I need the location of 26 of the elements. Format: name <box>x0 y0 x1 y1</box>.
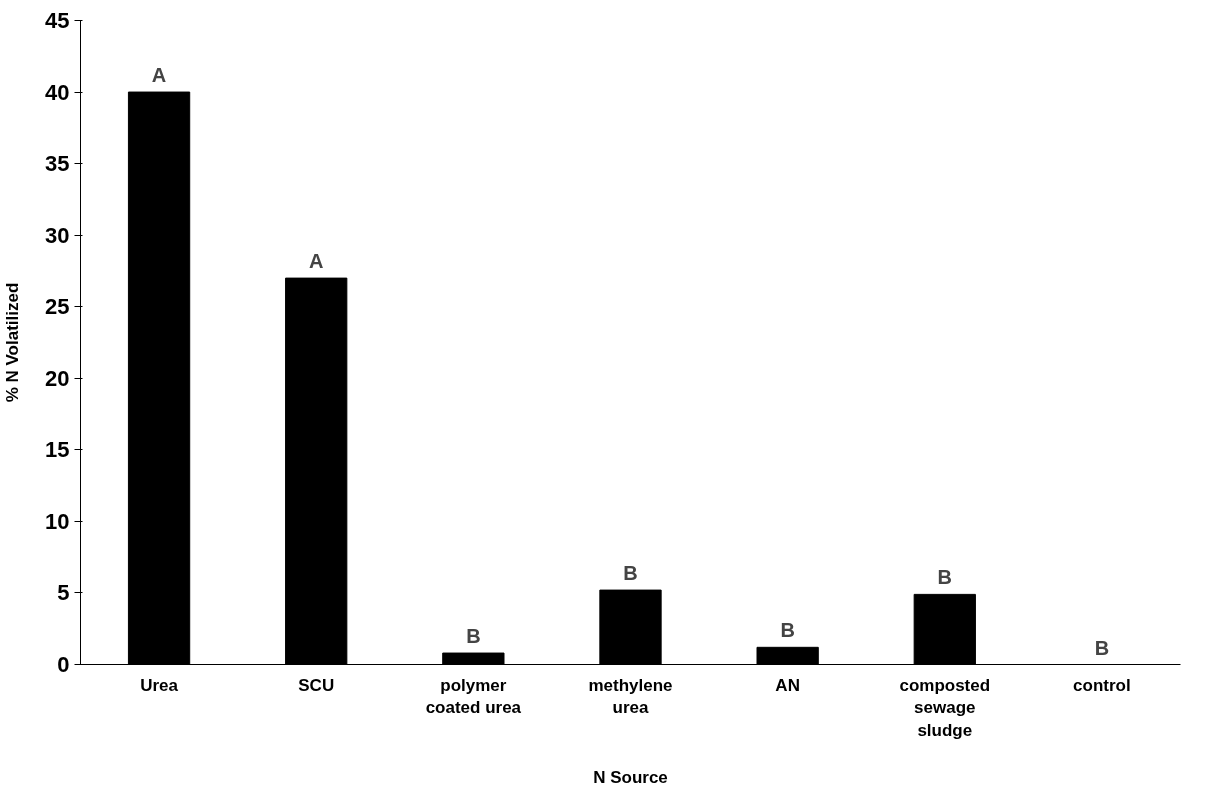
y-tick-label: 10 <box>45 508 70 534</box>
x-axis-title: N Source <box>593 768 668 788</box>
x-tick-label: Urea <box>140 675 179 695</box>
y-axis-title: % N Volatilized <box>3 282 23 403</box>
y-tick-label: 0 <box>57 652 70 677</box>
annotation: A <box>151 64 167 87</box>
annotation: B <box>623 562 638 585</box>
y-tick-label: 5 <box>57 580 70 606</box>
annotation: B <box>780 619 795 642</box>
y-tick-label: 40 <box>45 79 70 105</box>
y-tick-label: 20 <box>45 365 70 391</box>
y-tick-label: 45 <box>45 8 70 33</box>
y-tick-label: 25 <box>45 294 70 320</box>
x-tick-label: SCU <box>298 675 335 695</box>
x-tick-label: composted sewage sludge <box>899 675 991 741</box>
annotation: A <box>308 250 324 273</box>
annotation: B <box>937 566 953 589</box>
annotation: B <box>466 625 481 648</box>
y-tick-label: 15 <box>45 437 70 463</box>
x-tick-label: polymer coated urea <box>425 675 522 718</box>
y-tick-label: 35 <box>45 151 70 177</box>
x-tick-label: AN <box>775 675 800 695</box>
x-tick-label: methylene urea <box>588 675 673 718</box>
x-tick-label: control <box>1073 675 1131 695</box>
annotation: B <box>1094 636 1110 659</box>
y-tick-label: 30 <box>45 222 70 248</box>
